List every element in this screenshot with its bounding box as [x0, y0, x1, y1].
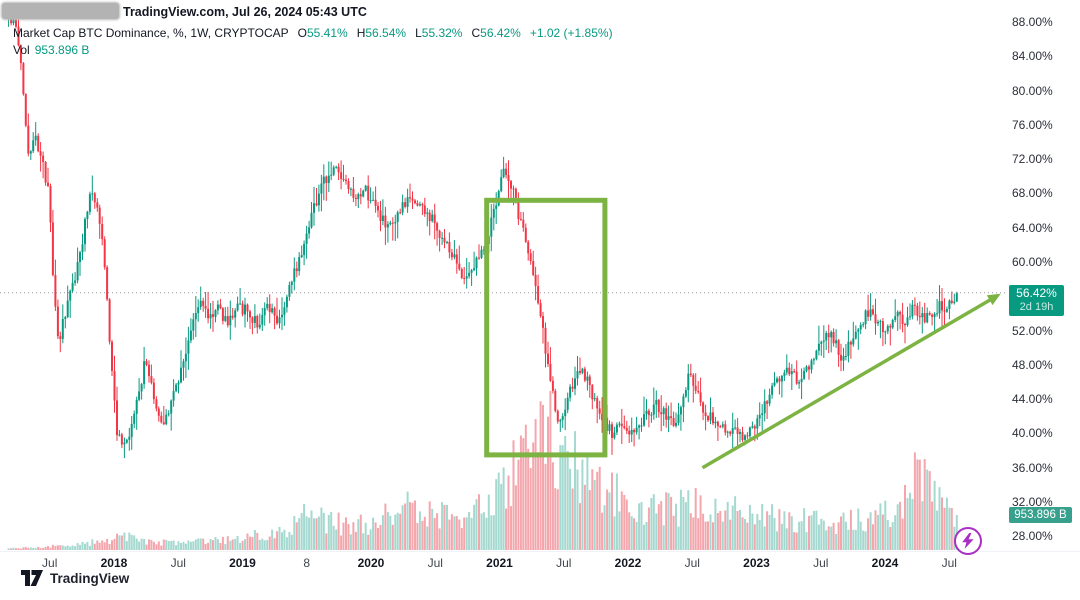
price-tick-label: 52.00%	[1012, 323, 1053, 338]
time-tick-label: Jul	[427, 556, 443, 570]
price-tick-label: 76.00%	[1012, 117, 1053, 132]
price-tick-label: 68.00%	[1012, 186, 1053, 201]
volume-label: Vol	[13, 43, 30, 57]
legend-symbol-row: Market Cap BTC Dominance, %, 1W, CRYPTOC…	[13, 26, 613, 40]
last-price-badge: 56.42% 2d 19h	[1009, 285, 1064, 317]
redacted-account-blur	[2, 3, 119, 19]
volume-value: 953.896 B	[34, 43, 90, 57]
ohlc-high: H56.54%	[356, 26, 407, 40]
time-tick-label: Jul	[170, 556, 186, 570]
price-tick-label: 88.00%	[1012, 15, 1053, 30]
last-volume-badge: 953.896 B	[1009, 507, 1072, 523]
chart-legend[interactable]: Market Cap BTC Dominance, %, 1W, CRYPTOC…	[13, 26, 613, 57]
time-tick-label: Jul	[684, 556, 700, 570]
price-tick-label: 80.00%	[1012, 83, 1053, 98]
price-tick-label: 72.00%	[1012, 152, 1053, 167]
time-tick-label: 2018	[100, 556, 128, 570]
time-tick-label: 2024	[871, 556, 899, 570]
ohlc-low: L55.32%	[415, 26, 463, 40]
tradingview-wordmark: TradingView	[50, 570, 130, 586]
time-tick-label: 2020	[357, 556, 385, 570]
price-tick-label: 36.00%	[1012, 460, 1053, 475]
price-tick-label: 32.00%	[1012, 495, 1053, 510]
price-tick-label: 40.00%	[1012, 426, 1053, 441]
price-tick-label: 64.00%	[1012, 220, 1053, 235]
time-tick-label: 2019	[229, 556, 256, 570]
symbol-title: Market Cap BTC Dominance, %, 1W, CRYPTOC…	[13, 26, 289, 40]
price-tick-label: 84.00%	[1012, 49, 1053, 64]
price-tick-label: 60.00%	[1012, 255, 1053, 270]
last-price-value: 56.42%	[1016, 286, 1057, 301]
time-tick-label: Jul	[813, 556, 829, 570]
time-tick-label: 2021	[486, 556, 513, 570]
legend-volume-row: Vol 953.896 B	[13, 43, 613, 57]
time-tick-label: Jul	[556, 556, 572, 570]
price-tick-label: 28.00%	[1012, 529, 1053, 544]
footer-branding[interactable]: TradingView	[21, 570, 129, 586]
ohlc-close: C56.42%	[471, 26, 521, 40]
price-tick-label: 48.00%	[1012, 357, 1053, 372]
boost-button[interactable]	[954, 527, 982, 555]
time-tick-label: 2022	[614, 556, 642, 570]
trend-arrow-head	[986, 293, 1001, 306]
tradingview-logo-icon	[21, 570, 43, 586]
bar-countdown: 2d 19h	[1019, 301, 1054, 314]
price-tick-label: 44.00%	[1012, 392, 1053, 407]
candlestick-series	[7, 6, 958, 459]
price-change: +1.02 (+1.85%)	[529, 26, 613, 40]
trend-arrow-line	[701, 296, 995, 470]
highlight-box-annotation	[484, 197, 608, 458]
time-tick-label: Jul	[42, 556, 58, 570]
volume-series	[7, 391, 958, 550]
time-tick-label: 2023	[743, 556, 770, 570]
time-tick-label: 8	[303, 556, 311, 570]
lightning-bolt-icon	[962, 533, 974, 549]
time-axis-separator	[0, 551, 1080, 552]
ohlc-open: O55.41%	[297, 26, 348, 40]
drawing-annotations[interactable]	[484, 197, 1001, 470]
snapshot-timestamp: TradingView.com, Jul 26, 2024 05:43 UTC	[123, 5, 367, 19]
time-tick-label: Jul	[941, 556, 957, 570]
